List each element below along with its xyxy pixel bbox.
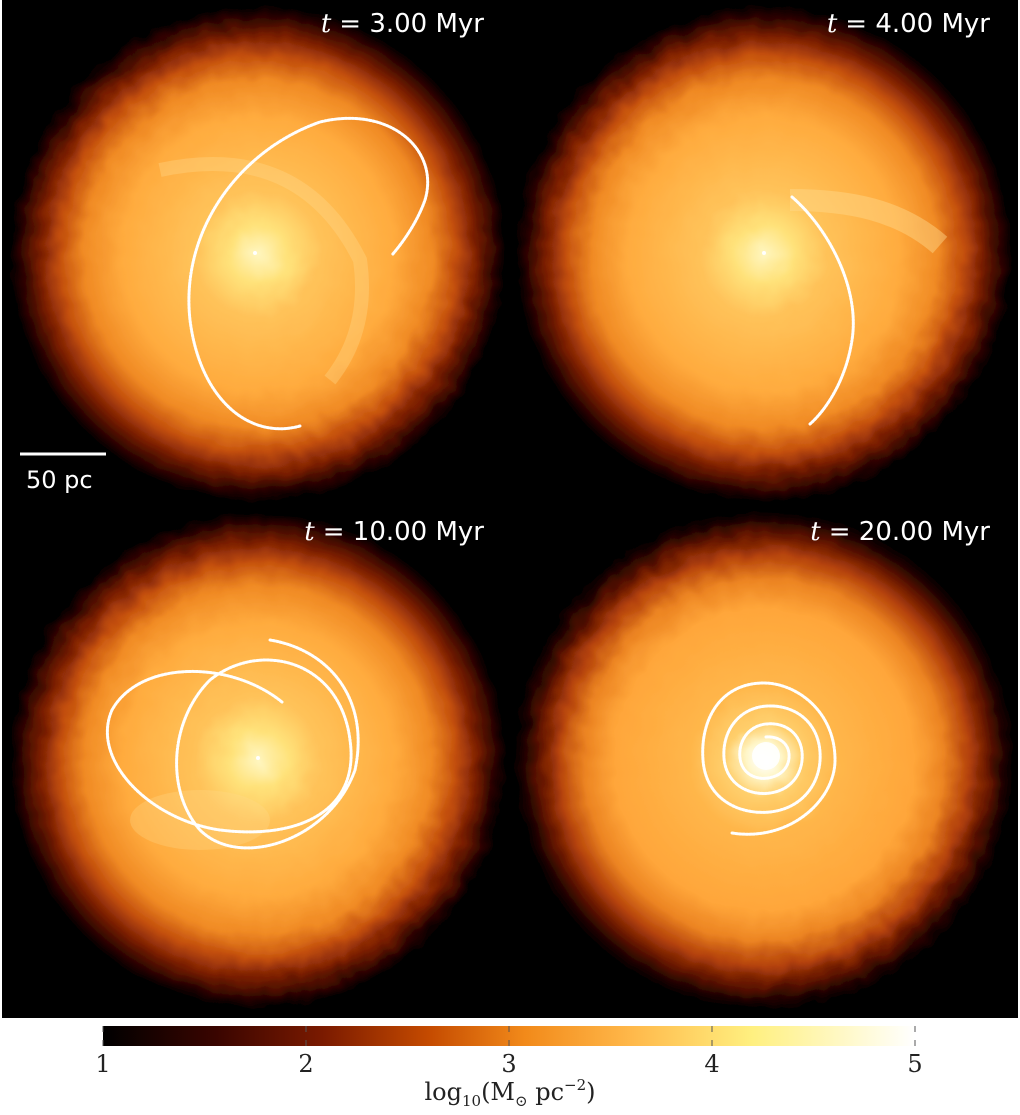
- orbit-track: [105, 638, 360, 850]
- panel-4: t = 20.00 Myr: [514, 510, 1014, 1010]
- panel-time-label: t = 20.00 Myr: [810, 517, 990, 547]
- panel-2: t = 4.00 Myr: [516, 6, 1012, 502]
- colorbar-tick-label: 4: [704, 1050, 719, 1078]
- orbit-track: [701, 681, 837, 836]
- panel-time-label: t = 3.00 Myr: [321, 9, 484, 39]
- black-hole-marker: [256, 756, 260, 760]
- spiral-arm: [158, 157, 369, 385]
- panel-3: t = 10.00 Myr: [10, 512, 506, 1008]
- core-glow: [752, 742, 780, 770]
- colorbar-tick-label: 2: [298, 1050, 313, 1078]
- colorbar-ticks: 1 2 3 4 5: [95, 1026, 923, 1078]
- black-hole-marker: [762, 251, 766, 255]
- panel-time-label: t = 10.00 Myr: [304, 517, 484, 547]
- panel-time-label: t = 4.00 Myr: [827, 9, 990, 39]
- black-hole-marker: [253, 251, 257, 255]
- colorbar-tick-label: 5: [907, 1050, 922, 1078]
- colorbar-axis-label: log10(M⊙ pc−2): [424, 1076, 595, 1110]
- orbit-track: [790, 195, 855, 426]
- orbit-track: [187, 116, 430, 431]
- scale-bar: 50 pc: [20, 452, 106, 494]
- colorbar-tick-label: 3: [501, 1050, 516, 1078]
- colorbar-tick-label: 1: [95, 1050, 110, 1078]
- panel-1: t = 3.00 Myr: [10, 6, 506, 502]
- gas-disc: [10, 6, 506, 502]
- colorbar: 1 2 3 4 5 log10(M⊙ pc−2): [95, 1026, 923, 1110]
- scale-bar-label: 50 pc: [26, 466, 93, 494]
- gas-stream: [789, 189, 948, 254]
- gas-blob: [130, 790, 270, 850]
